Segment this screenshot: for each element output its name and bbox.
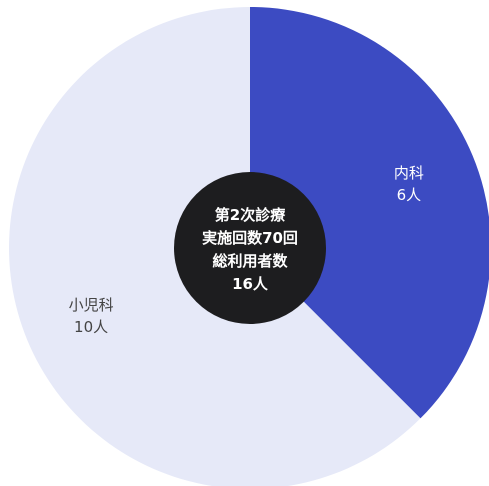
center-line-2: 実施回数70回: [202, 229, 298, 247]
center-line-3: 総利用者数: [212, 252, 288, 270]
center-line-4: 16人: [232, 275, 269, 293]
slice-label-value: 6人: [397, 186, 422, 204]
slice-label-name: 内科: [394, 164, 424, 182]
slice-label-value: 10人: [74, 318, 108, 336]
pie-slice: [250, 7, 489, 419]
center-circle: [174, 172, 326, 324]
center-line-1: 第2次診療: [215, 206, 286, 224]
slice-label-name: 小児科: [69, 296, 114, 314]
